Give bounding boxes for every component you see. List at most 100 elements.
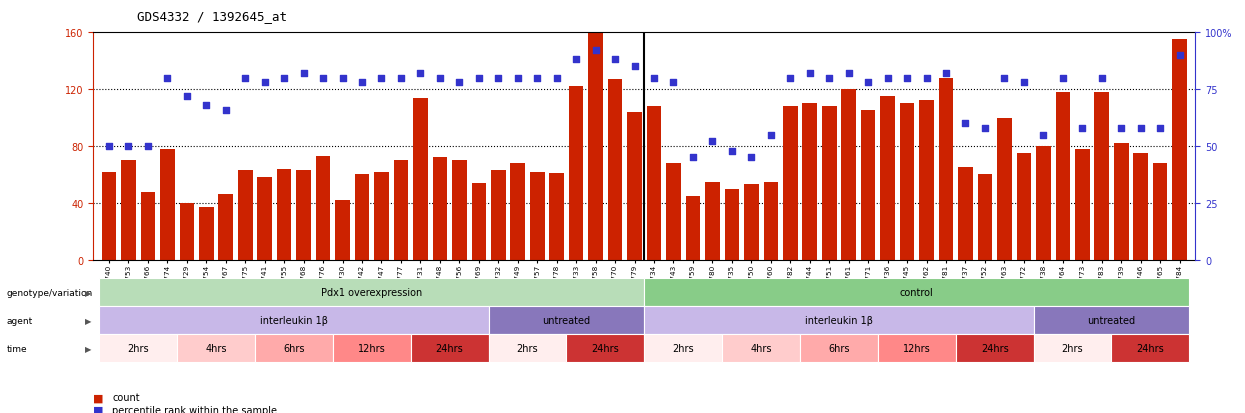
Bar: [491, 171, 505, 260]
Point: [1130, 125, 1150, 132]
Bar: [939, 78, 954, 260]
Point: [858, 80, 878, 86]
Text: 4hrs: 4hrs: [751, 344, 772, 354]
Bar: [549, 173, 564, 260]
Bar: [705, 182, 720, 260]
Bar: [218, 195, 233, 260]
Point: [916, 75, 936, 82]
Text: 12hrs: 12hrs: [903, 344, 931, 354]
Bar: [432, 158, 447, 260]
Bar: [589, 33, 603, 260]
Bar: [1094, 93, 1109, 260]
Point: [625, 64, 645, 70]
Point: [1150, 125, 1170, 132]
Bar: [296, 171, 311, 260]
Text: interleukin 1β: interleukin 1β: [260, 316, 327, 325]
Point: [781, 75, 801, 82]
Bar: [783, 107, 798, 260]
Bar: [686, 196, 700, 260]
Point: [702, 139, 722, 145]
Point: [839, 71, 859, 77]
Point: [488, 75, 508, 82]
Bar: [1173, 40, 1186, 260]
Point: [741, 154, 761, 161]
Point: [371, 75, 391, 82]
Point: [566, 57, 586, 64]
Point: [644, 75, 664, 82]
Text: 2hrs: 2hrs: [1062, 344, 1083, 354]
Point: [138, 143, 158, 150]
Bar: [900, 104, 914, 260]
Point: [819, 75, 839, 82]
Text: 6hrs: 6hrs: [828, 344, 849, 354]
Bar: [161, 150, 174, 260]
Bar: [842, 90, 857, 260]
Point: [898, 75, 918, 82]
Text: 2hrs: 2hrs: [127, 344, 149, 354]
Point: [157, 75, 177, 82]
Point: [955, 121, 975, 127]
Point: [528, 75, 548, 82]
Text: ▶: ▶: [85, 288, 91, 297]
Bar: [745, 185, 758, 260]
Text: 24hrs: 24hrs: [436, 344, 463, 354]
Bar: [1056, 93, 1071, 260]
Bar: [238, 171, 253, 260]
Point: [118, 143, 138, 150]
Bar: [413, 98, 428, 260]
Bar: [880, 97, 895, 260]
Point: [585, 48, 605, 55]
Text: genotype/variation: genotype/variation: [6, 288, 92, 297]
Bar: [452, 161, 467, 260]
Text: control: control: [900, 287, 934, 297]
Point: [1053, 75, 1073, 82]
Text: ■: ■: [93, 405, 103, 413]
Bar: [569, 87, 584, 260]
Point: [411, 71, 431, 77]
Text: agent: agent: [6, 316, 32, 325]
Bar: [1074, 150, 1089, 260]
Bar: [510, 164, 525, 260]
Text: 24hrs: 24hrs: [591, 344, 619, 354]
Bar: [375, 172, 388, 260]
Point: [664, 80, 684, 86]
Point: [975, 125, 995, 132]
Point: [722, 148, 742, 154]
Bar: [102, 172, 116, 260]
Point: [215, 107, 235, 114]
Point: [177, 93, 197, 100]
Bar: [1114, 144, 1128, 260]
Bar: [1153, 164, 1168, 260]
Point: [936, 71, 956, 77]
Bar: [959, 168, 972, 260]
Bar: [355, 175, 370, 260]
Text: 24hrs: 24hrs: [1137, 344, 1164, 354]
Bar: [977, 175, 992, 260]
Point: [508, 75, 528, 82]
Text: percentile rank within the sample: percentile rank within the sample: [112, 405, 278, 413]
Point: [1112, 125, 1132, 132]
Bar: [199, 208, 214, 260]
Text: ■: ■: [93, 392, 103, 402]
Text: 2hrs: 2hrs: [517, 344, 538, 354]
Point: [352, 80, 372, 86]
Text: 6hrs: 6hrs: [283, 344, 305, 354]
Text: untreated: untreated: [543, 316, 590, 325]
Bar: [997, 118, 1012, 260]
Point: [1072, 125, 1092, 132]
Bar: [141, 192, 156, 260]
Point: [1092, 75, 1112, 82]
Bar: [1133, 154, 1148, 260]
Point: [684, 154, 703, 161]
Bar: [1036, 147, 1051, 260]
Text: count: count: [112, 392, 139, 402]
Bar: [121, 161, 136, 260]
Bar: [822, 107, 837, 260]
Bar: [803, 104, 817, 260]
Text: 24hrs: 24hrs: [981, 344, 1008, 354]
Bar: [725, 189, 740, 260]
Point: [799, 71, 819, 77]
Point: [1033, 132, 1053, 139]
Text: 2hrs: 2hrs: [672, 344, 693, 354]
Text: ▶: ▶: [85, 344, 91, 353]
